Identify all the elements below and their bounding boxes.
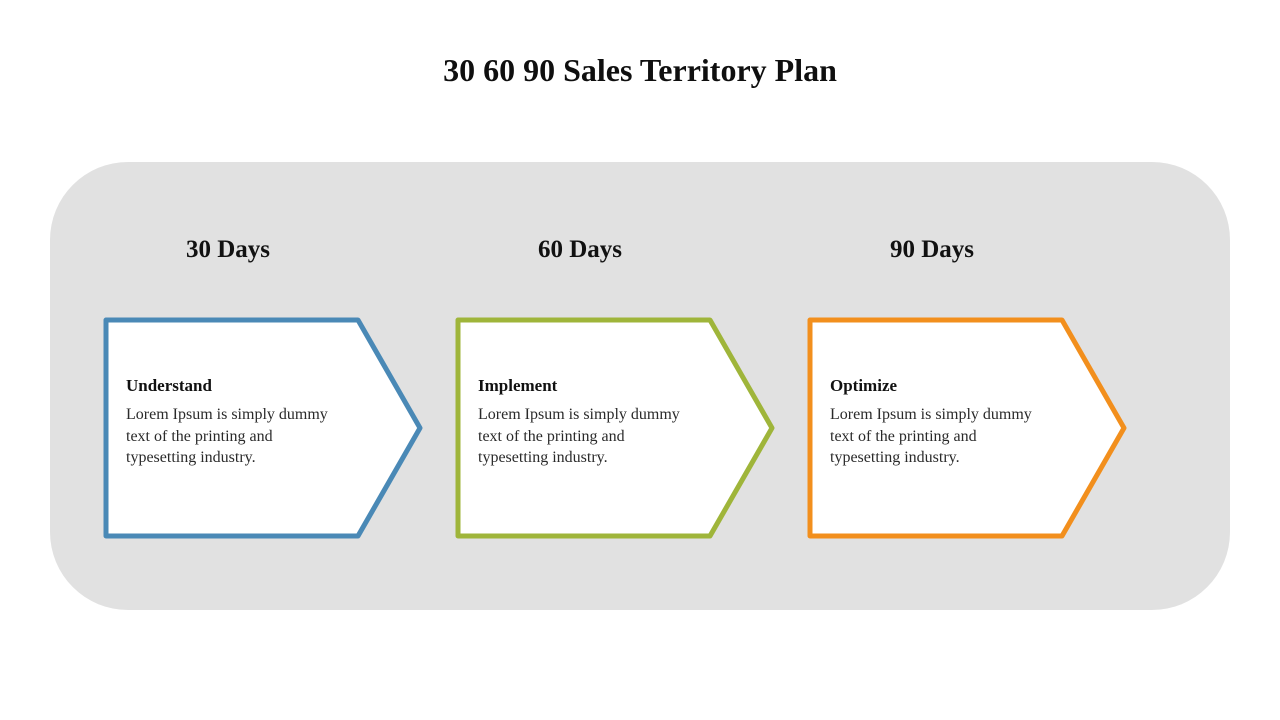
- col-60-days: 60 Days Implement Lorem Ipsum is simply …: [450, 162, 780, 610]
- col-90-days: 90 Days Optimize Lorem Ipsum is simply d…: [802, 162, 1132, 610]
- page-title: 30 60 90 Sales Territory Plan: [0, 52, 1280, 89]
- col-label-90: 90 Days: [802, 236, 1062, 264]
- col-30-days: 30 Days Understand Lorem Ipsum is simply…: [98, 162, 428, 610]
- plan-panel: 30 Days Understand Lorem Ipsum is simply…: [50, 162, 1230, 610]
- card-text-30: Understand Lorem Ipsum is simply dummy t…: [126, 376, 341, 469]
- col-label-60: 60 Days: [450, 236, 710, 264]
- arrow-card-30: Understand Lorem Ipsum is simply dummy t…: [98, 312, 428, 544]
- card-text-90: Optimize Lorem Ipsum is simply dummy tex…: [830, 376, 1045, 469]
- card-heading-30: Understand: [126, 376, 341, 396]
- card-heading-90: Optimize: [830, 376, 1045, 396]
- card-body-30: Lorem Ipsum is simply dummy text of the …: [126, 404, 341, 469]
- card-text-60: Implement Lorem Ipsum is simply dummy te…: [478, 376, 693, 469]
- card-heading-60: Implement: [478, 376, 693, 396]
- col-label-30: 30 Days: [98, 236, 358, 264]
- card-body-90: Lorem Ipsum is simply dummy text of the …: [830, 404, 1045, 469]
- arrow-card-90: Optimize Lorem Ipsum is simply dummy tex…: [802, 312, 1132, 544]
- arrow-card-60: Implement Lorem Ipsum is simply dummy te…: [450, 312, 780, 544]
- card-body-60: Lorem Ipsum is simply dummy text of the …: [478, 404, 693, 469]
